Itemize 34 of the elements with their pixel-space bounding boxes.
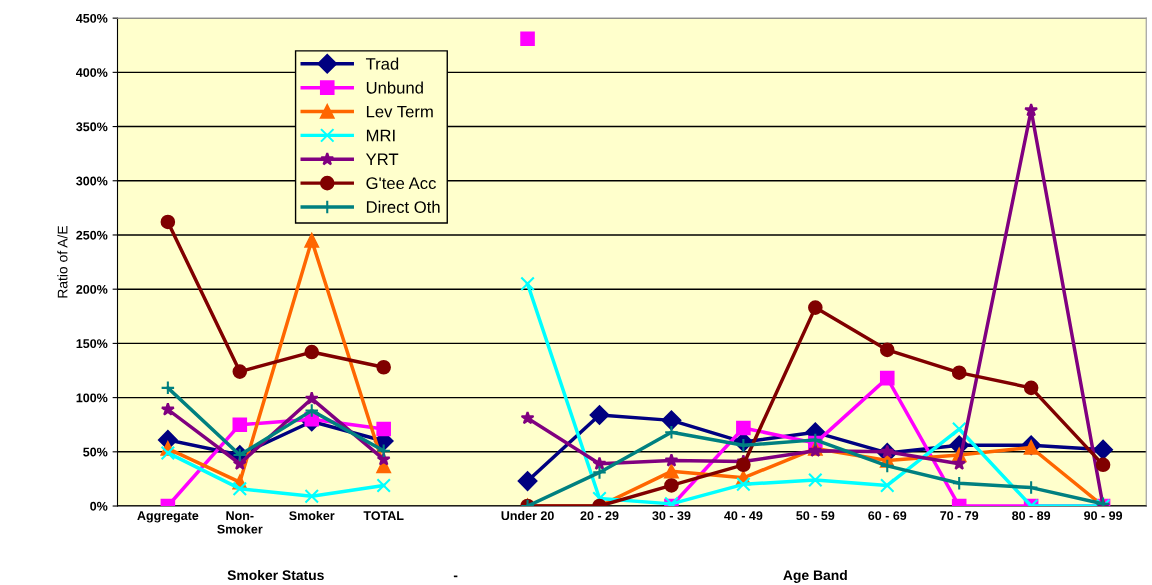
y-tick-label: 400% xyxy=(76,68,108,77)
legend-label: MRI xyxy=(366,129,395,142)
x-tick-label: Non- Smoker xyxy=(217,511,263,534)
x-tick-label: 70 - 79 xyxy=(940,511,979,521)
x-tick-label: Aggregate xyxy=(137,511,199,523)
y-tick-label: 250% xyxy=(76,230,108,240)
text: - xyxy=(453,575,458,578)
legend-label: Trad xyxy=(365,57,399,70)
y-tick-label: 0% xyxy=(90,501,108,511)
y-tick-label: 150% xyxy=(76,339,108,349)
x-tick-label: 90 - 99 xyxy=(1084,511,1123,521)
x-tick-label: 40 - 49 xyxy=(724,511,763,521)
text: Smoker Status xyxy=(227,569,324,581)
y-tick-label: 350% xyxy=(76,122,108,132)
legend-label: Direct Oth xyxy=(366,200,440,213)
x-tick-label: Smoker xyxy=(289,510,335,521)
x-tick-label: 20 - 29 xyxy=(580,511,619,521)
legend-label: Lev Term xyxy=(366,105,433,118)
legend-label: G'tee Acc xyxy=(366,177,436,190)
text: Age Band xyxy=(783,569,847,583)
y-tick-label: 50% xyxy=(83,447,108,457)
y-tick-label: 450% xyxy=(76,13,108,23)
x-tick-label: TOTAL xyxy=(363,511,404,521)
x-tick-label: 80 - 89 xyxy=(1012,511,1051,521)
x-tick-label: Under 20 xyxy=(501,510,554,521)
y-axis-title: Ratio of A/E xyxy=(57,226,68,298)
legend-label: YRT xyxy=(365,153,399,166)
y-tick-label: 300% xyxy=(76,176,108,186)
x-tick-label: 30 - 39 xyxy=(652,511,691,521)
y-tick-label: 200% xyxy=(76,284,108,294)
legend-label: Unbund xyxy=(366,81,423,94)
x-tick-label: 50 - 59 xyxy=(796,511,835,521)
x-tick-label: 60 - 69 xyxy=(868,511,907,521)
y-tick-label: 100% xyxy=(76,393,108,403)
